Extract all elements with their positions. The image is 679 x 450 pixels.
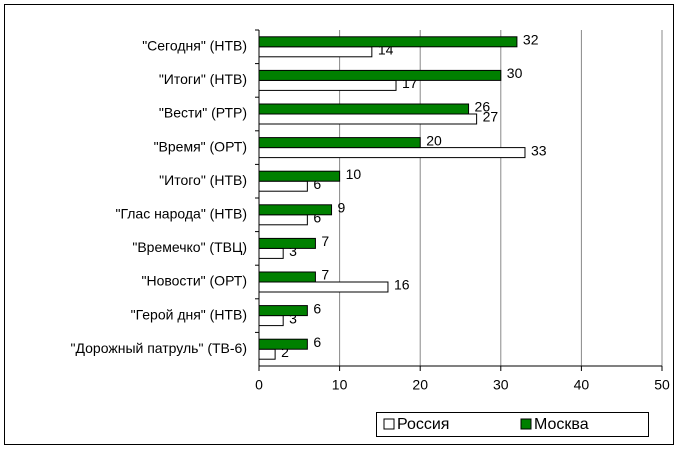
legend-box bbox=[376, 412, 649, 437]
bar bbox=[258, 305, 308, 317]
y-tick-label: "Время" (ОРТ) bbox=[154, 138, 247, 154]
y-tick-label: "Итоги" (НТВ) bbox=[159, 71, 247, 87]
bar bbox=[258, 36, 518, 48]
bar bbox=[258, 46, 373, 58]
x-tick-label: 40 bbox=[574, 377, 590, 393]
bar bbox=[258, 170, 341, 182]
data-label: 6 bbox=[313, 210, 321, 226]
x-tick-label: 50 bbox=[654, 377, 670, 393]
legend-swatch bbox=[383, 418, 395, 430]
bar bbox=[258, 147, 526, 159]
y-tick-label: "Времечко" (ТВЦ) bbox=[132, 239, 247, 255]
data-label: 3 bbox=[289, 310, 297, 326]
y-tick-label: "Итого" (НТВ) bbox=[159, 172, 247, 188]
y-tick-label: "Сегодня" (НТВ) bbox=[142, 38, 247, 54]
y-tick-label: "Герой дня" (НТВ) bbox=[131, 306, 247, 322]
data-label: 6 bbox=[313, 300, 321, 316]
data-label: 32 bbox=[523, 32, 539, 48]
legend-swatch bbox=[520, 418, 532, 430]
bar bbox=[258, 214, 308, 226]
bar bbox=[258, 271, 316, 283]
data-label: 26 bbox=[475, 99, 491, 115]
bar bbox=[258, 113, 478, 125]
data-label: 7 bbox=[321, 267, 329, 283]
data-label: 33 bbox=[531, 142, 547, 158]
legend-label: Россия bbox=[397, 416, 449, 433]
bar bbox=[258, 315, 284, 327]
data-label: 9 bbox=[338, 200, 346, 216]
data-label: 6 bbox=[313, 176, 321, 192]
data-label: 27 bbox=[483, 109, 499, 125]
y-tick-label: "Дорожный патруль" (ТВ-6) bbox=[71, 340, 247, 356]
x-tick-label: 20 bbox=[412, 377, 428, 393]
bar bbox=[258, 137, 421, 149]
data-label: 7 bbox=[321, 233, 329, 249]
y-tick-label: "Новости" (ОРТ) bbox=[142, 273, 248, 289]
legend-label: Москва bbox=[534, 416, 589, 433]
y-tick-label: "Вести" (РТР) bbox=[159, 105, 247, 121]
bar bbox=[258, 204, 333, 216]
x-tick-label: 10 bbox=[332, 377, 348, 393]
bar bbox=[258, 247, 284, 259]
data-label: 30 bbox=[507, 65, 523, 81]
bar bbox=[258, 103, 470, 115]
data-label: 6 bbox=[313, 334, 321, 350]
data-label: 10 bbox=[346, 166, 362, 182]
bar bbox=[258, 69, 502, 81]
bar bbox=[258, 348, 276, 360]
bar bbox=[258, 180, 308, 192]
data-label: 2 bbox=[281, 344, 289, 360]
data-label: 16 bbox=[394, 277, 410, 293]
x-tick-label: 30 bbox=[493, 377, 509, 393]
y-tick-label: "Глас народа" (НТВ) bbox=[115, 206, 247, 222]
bar bbox=[258, 237, 316, 249]
bar bbox=[258, 79, 397, 91]
data-label: 3 bbox=[289, 243, 297, 259]
data-label: 20 bbox=[426, 132, 442, 148]
bar bbox=[258, 281, 389, 293]
x-tick-label: 0 bbox=[255, 377, 263, 393]
bar bbox=[258, 338, 308, 350]
